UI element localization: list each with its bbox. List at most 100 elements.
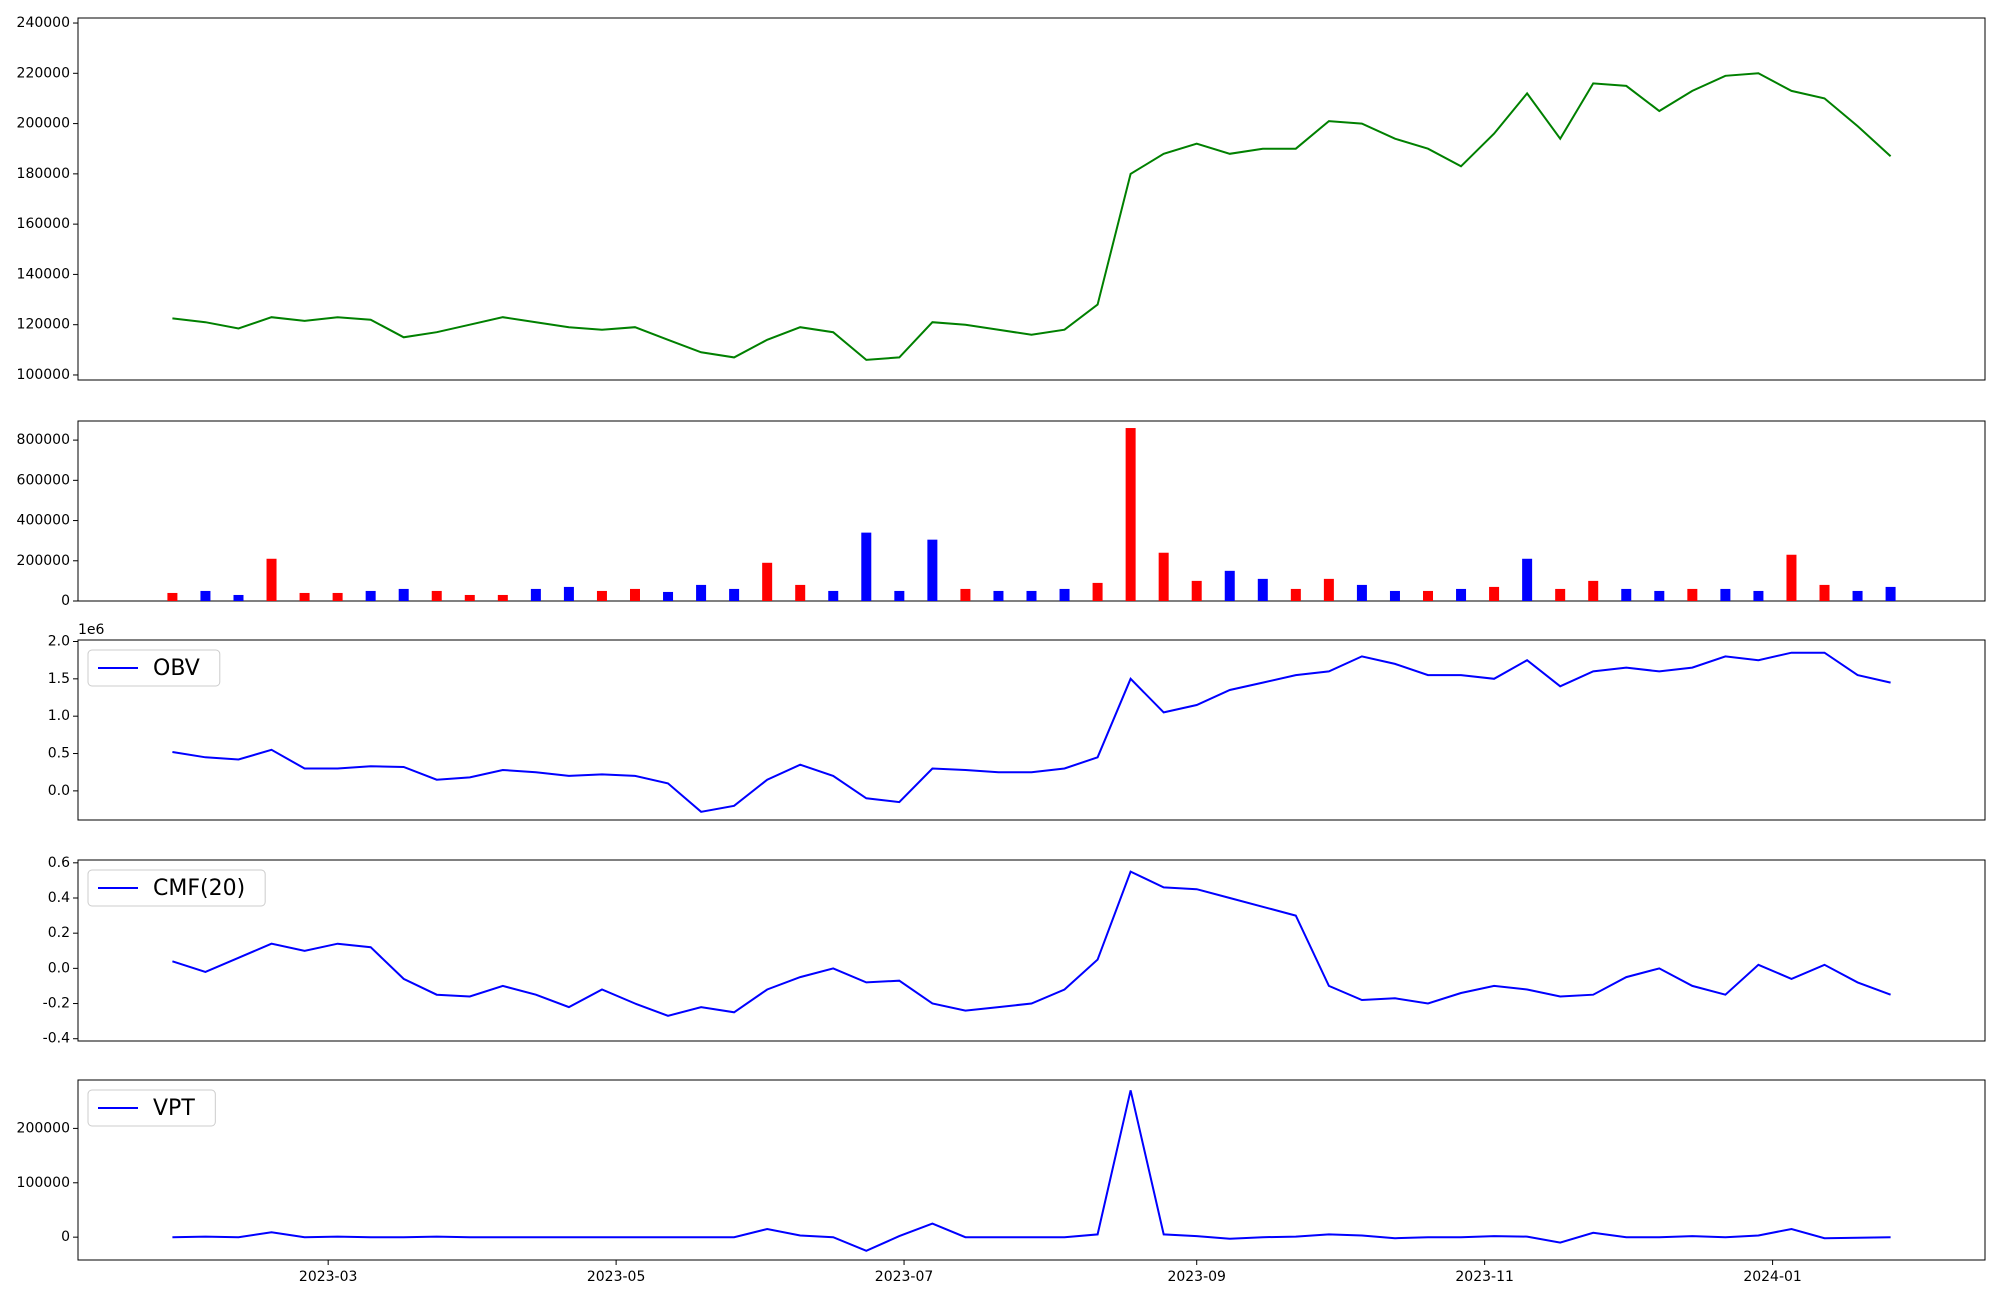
y-tick-label: 200000 — [17, 116, 70, 132]
volume-bar — [233, 594, 244, 601]
volume-bar — [563, 586, 574, 601]
volume-bar — [1059, 588, 1070, 601]
volume-bar — [629, 588, 640, 601]
x-tick-label: 2023-09 — [1167, 1269, 1226, 1285]
volume-bar — [960, 588, 971, 601]
volume-bar — [993, 590, 1004, 601]
volume-bar — [1356, 584, 1367, 601]
volume-bar — [530, 588, 541, 601]
y-tick-label: 600000 — [17, 472, 70, 488]
volume-bar — [1522, 558, 1533, 601]
y-tick-label: 1.0 — [48, 708, 70, 724]
y-tick-label: 160000 — [17, 216, 70, 232]
volume-bar — [696, 584, 707, 601]
indicator-line — [172, 870, 1891, 1017]
volume-bar — [795, 584, 806, 601]
x-tick-label: 2023-11 — [1455, 1269, 1514, 1285]
volume-bar — [1423, 590, 1434, 601]
legend-label: VPT — [153, 1096, 195, 1121]
legend-label: OBV — [153, 656, 200, 681]
legend-label: CMF(20) — [153, 876, 245, 901]
volume-bar — [1026, 590, 1037, 601]
y-tick-label: 0.0 — [48, 783, 70, 799]
volume-bar — [464, 594, 475, 601]
volume-bar — [1786, 554, 1797, 601]
volume-bar — [1720, 588, 1731, 601]
volume-bar — [332, 592, 343, 601]
legend-box — [87, 1089, 216, 1127]
y-tick-label: 100000 — [17, 1175, 70, 1191]
volume-bar — [299, 592, 310, 601]
volume-bar — [200, 590, 211, 601]
volume-bar — [1125, 428, 1136, 601]
volume-bar — [1621, 588, 1632, 601]
y-tick-label: 200000 — [17, 553, 70, 569]
y-tick-label: 220000 — [17, 65, 70, 81]
x-tick-label: 2024-01 — [1743, 1269, 1802, 1285]
volume-bar — [1555, 588, 1566, 601]
y-tick-label: 180000 — [17, 166, 70, 182]
volume-bar — [1290, 588, 1301, 601]
legend-box — [87, 649, 221, 687]
volume-bar — [596, 590, 607, 601]
x-tick-label: 2023-03 — [299, 1269, 358, 1285]
y-tick-label: 800000 — [17, 432, 70, 448]
y-tick-label: 0.5 — [48, 746, 70, 762]
legend-box — [87, 869, 266, 907]
y-tick-label: 200000 — [17, 1120, 70, 1136]
volume-bar — [1191, 580, 1202, 601]
y-tick-label: 0.6 — [48, 855, 70, 871]
volume-bar — [1588, 580, 1599, 601]
y-offset-label: 1e6 — [78, 622, 105, 638]
volume-bar — [266, 558, 277, 601]
axes-frame — [77, 859, 1986, 1042]
volume-bar — [1158, 552, 1169, 601]
y-tick-label: 100000 — [17, 367, 70, 383]
y-tick-label: -0.4 — [43, 1031, 70, 1047]
volume-bar — [663, 591, 674, 601]
y-tick-label: 400000 — [17, 513, 70, 529]
y-tick-label: 0 — [61, 593, 70, 609]
volume-bar — [1257, 578, 1268, 601]
axes-frame — [77, 1079, 1986, 1261]
volume-bar — [729, 588, 740, 601]
y-tick-label: 0.0 — [48, 960, 70, 976]
y-tick-label: 0 — [61, 1229, 70, 1245]
volume-bar — [861, 532, 872, 601]
y-tick-label: 120000 — [17, 317, 70, 333]
volume-bar — [894, 590, 905, 601]
volume-bar — [1092, 582, 1103, 601]
volume-bar — [1885, 586, 1896, 601]
indicator-line — [172, 1090, 1891, 1252]
volume-bar — [167, 592, 178, 601]
volume-bar — [1489, 586, 1500, 601]
volume-bar — [1687, 588, 1698, 601]
y-tick-label: 140000 — [17, 266, 70, 282]
y-tick-label: 240000 — [17, 15, 70, 31]
y-tick-label: 2.0 — [48, 633, 70, 649]
volume-bar — [1323, 578, 1334, 601]
volume-bar — [927, 539, 938, 601]
x-tick-label: 2023-05 — [587, 1269, 646, 1285]
volume-bar — [1389, 590, 1400, 601]
volume-bar — [1852, 590, 1863, 601]
axes-frame — [77, 420, 1986, 602]
volume-bar — [1654, 590, 1665, 601]
volume-bar — [1456, 588, 1467, 601]
x-tick-label: 2023-07 — [875, 1269, 934, 1285]
price-line — [172, 72, 1892, 361]
volume-bar — [1224, 570, 1235, 601]
volume-bar — [762, 562, 773, 601]
y-tick-label: -0.2 — [43, 996, 70, 1012]
axes-frame — [77, 639, 1986, 821]
volume-bar — [398, 588, 409, 601]
volume-bar — [828, 590, 839, 601]
volume-bar — [497, 594, 508, 601]
y-tick-label: 0.2 — [48, 925, 70, 941]
indicator-line — [172, 651, 1891, 813]
y-tick-label: 0.4 — [48, 890, 70, 906]
y-tick-label: 1.5 — [48, 671, 70, 687]
volume-bar — [1819, 584, 1830, 601]
volume-bar — [365, 590, 376, 601]
axes-frame — [77, 17, 1986, 381]
